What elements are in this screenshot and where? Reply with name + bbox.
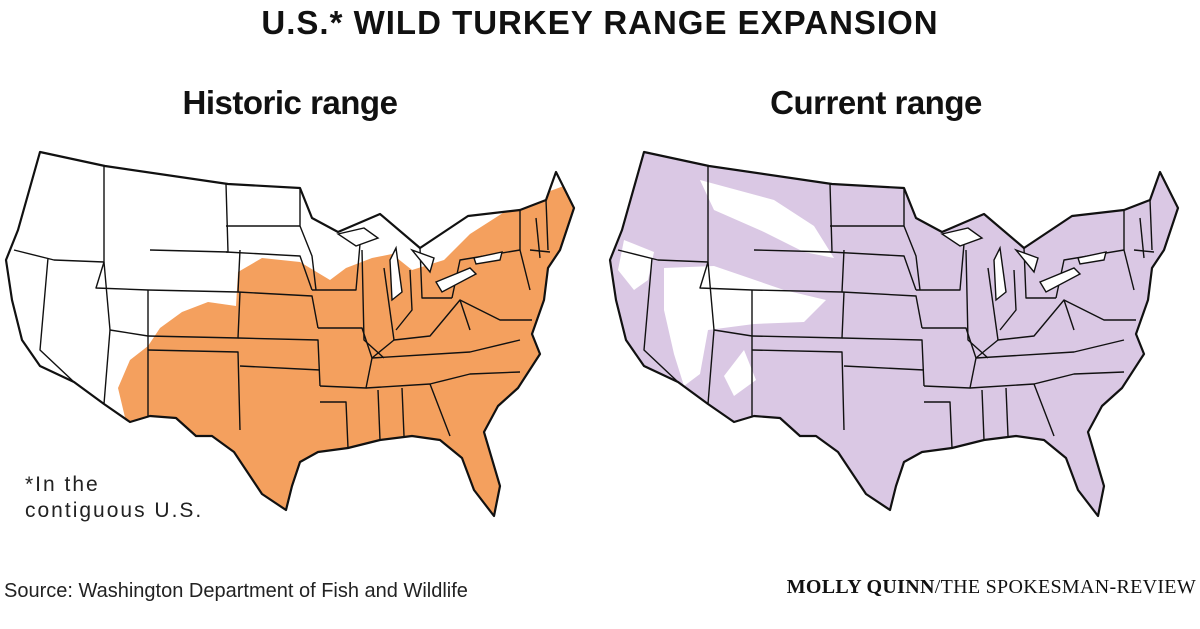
byline-separator: /: [934, 576, 941, 598]
footnote: *In the contiguous U.S.: [25, 472, 203, 524]
historic-range-map: [4, 150, 576, 518]
byline-author: MOLLY QUINN: [786, 576, 935, 598]
source-credit: Source: Washington Department of Fish an…: [4, 580, 468, 602]
byline-outlet: THE SPOKESMAN-REVIEW: [940, 576, 1196, 598]
current-range-map: [608, 150, 1180, 518]
byline: MOLLY QUINN/THE SPOKESMAN-REVIEW: [787, 576, 1196, 599]
great-lakes: [336, 227, 503, 302]
state-borders: [13, 166, 551, 449]
state-borders: [617, 166, 1155, 449]
current-range-area: [610, 152, 1178, 516]
footnote-line-1: *In the: [25, 473, 100, 496]
historic-range-area: [118, 180, 574, 516]
footnote-line-2: contiguous U.S.: [25, 499, 204, 522]
infographic-title: U.S.* WILD TURKEY RANGE EXPANSION: [261, 4, 939, 41]
current-range-heading: Current range: [770, 84, 982, 121]
great-lakes: [940, 227, 1107, 302]
historic-range-heading: Historic range: [182, 84, 398, 121]
